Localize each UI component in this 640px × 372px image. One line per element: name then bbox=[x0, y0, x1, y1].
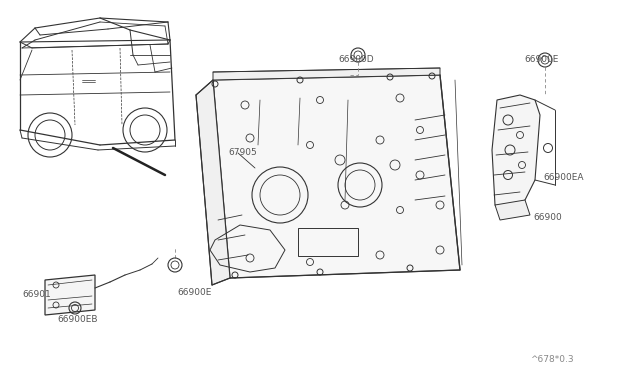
Text: 66900E: 66900E bbox=[177, 288, 211, 297]
Polygon shape bbox=[495, 200, 530, 220]
Text: 67905: 67905 bbox=[228, 148, 257, 157]
Polygon shape bbox=[196, 80, 230, 285]
Text: ^678*0.3: ^678*0.3 bbox=[530, 355, 573, 364]
Polygon shape bbox=[45, 275, 95, 315]
Bar bbox=[298, 228, 358, 256]
Polygon shape bbox=[213, 75, 460, 278]
Text: 66900: 66900 bbox=[533, 213, 562, 222]
Text: 66900D: 66900D bbox=[338, 55, 374, 64]
Polygon shape bbox=[213, 68, 440, 80]
Text: 66900EA: 66900EA bbox=[543, 173, 584, 182]
Text: 66901: 66901 bbox=[22, 290, 51, 299]
Text: 66900EB: 66900EB bbox=[57, 315, 97, 324]
Polygon shape bbox=[492, 95, 540, 210]
Text: 66900E: 66900E bbox=[524, 55, 558, 64]
